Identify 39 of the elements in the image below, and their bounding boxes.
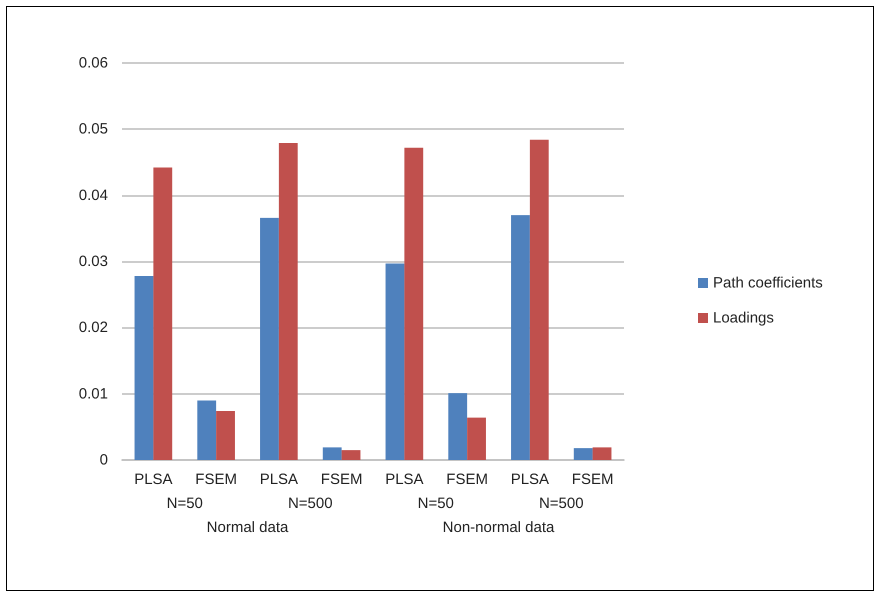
- x-tick-label: PLSA: [385, 471, 424, 488]
- x-tick-label: FSEM: [572, 471, 614, 488]
- bar: [278, 143, 298, 460]
- y-tick-label: 0.02: [78, 319, 108, 336]
- y-tick-label: 0.04: [78, 186, 108, 204]
- x-tick-label: PLSA: [510, 471, 550, 488]
- legend-label: Path coefficients: [713, 274, 823, 292]
- legend-label: Loadings: [713, 310, 774, 326]
- bar: [197, 400, 216, 460]
- bar: [134, 276, 154, 460]
- text: N=50: [166, 495, 203, 512]
- bar: [574, 448, 593, 460]
- bar: [386, 263, 404, 460]
- x-tick-label: FSEM: [195, 471, 237, 488]
- text: Non-normal data: [442, 519, 556, 536]
- y-tick-label: 0.03: [78, 253, 108, 270]
- bar: [404, 148, 424, 460]
- bar: [448, 393, 468, 460]
- bar: [342, 450, 360, 460]
- x-tick-label: PLSA: [134, 471, 173, 488]
- bar: [322, 447, 342, 460]
- bar: [216, 411, 235, 460]
- bar: [530, 140, 549, 460]
- bar: [511, 215, 530, 460]
- bar: [260, 218, 279, 460]
- text: N=500: [288, 495, 333, 512]
- y-tick-label: 0.01: [78, 385, 108, 402]
- bar: [153, 168, 172, 460]
- text: Normal data: [206, 519, 290, 536]
- x-tick-label: PLSA: [260, 471, 298, 488]
- text: N=500: [538, 495, 584, 512]
- text: N=50: [418, 495, 454, 512]
- bar: [467, 418, 486, 460]
- x-tick-label: FSEM: [446, 471, 488, 488]
- y-tick-label: 0: [100, 452, 108, 468]
- bar: [592, 447, 612, 460]
- y-tick-label: 0.05: [78, 120, 108, 138]
- y-tick-label: 0.06: [78, 54, 108, 72]
- x-tick-label: FSEM: [320, 471, 362, 488]
